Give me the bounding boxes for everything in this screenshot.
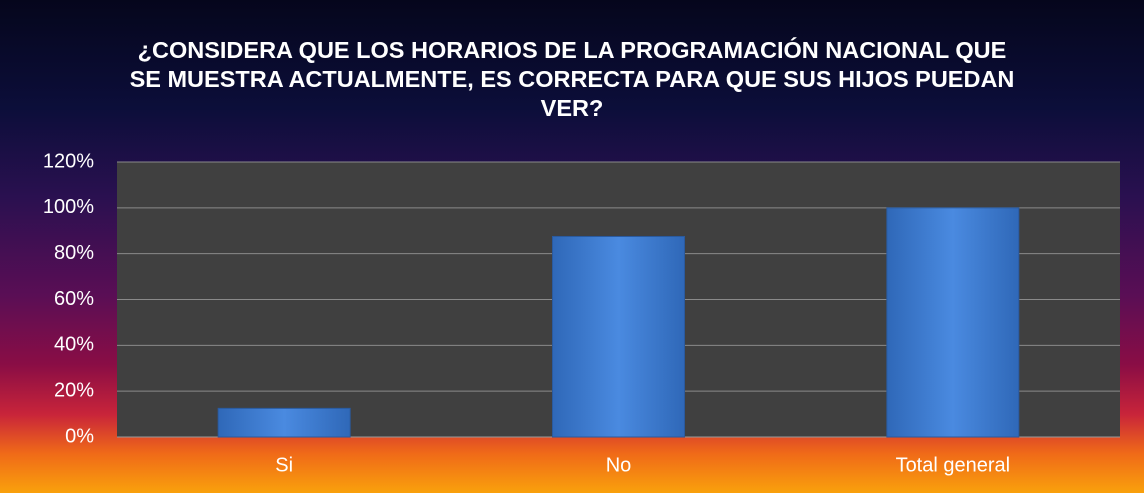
y-tick-label: 20%: [54, 379, 94, 401]
y-tick-label: 100%: [43, 196, 94, 218]
y-tick-label: 80%: [54, 242, 94, 264]
y-tick-label: 40%: [54, 334, 94, 356]
x-tick-label: Total general: [896, 454, 1011, 476]
chart-title: ¿CONSIDERA QUE LOS HORARIOS DE LA PROGRA…: [129, 37, 1015, 121]
x-tick-label: No: [606, 454, 632, 476]
y-tick-label: 120%: [43, 150, 94, 172]
y-tick-label: 0%: [65, 425, 94, 447]
bar: [886, 207, 1020, 438]
bar: [552, 235, 685, 438]
x-tick-label: Si: [275, 454, 293, 476]
bar: [217, 407, 351, 438]
y-tick-label: 60%: [54, 288, 94, 310]
